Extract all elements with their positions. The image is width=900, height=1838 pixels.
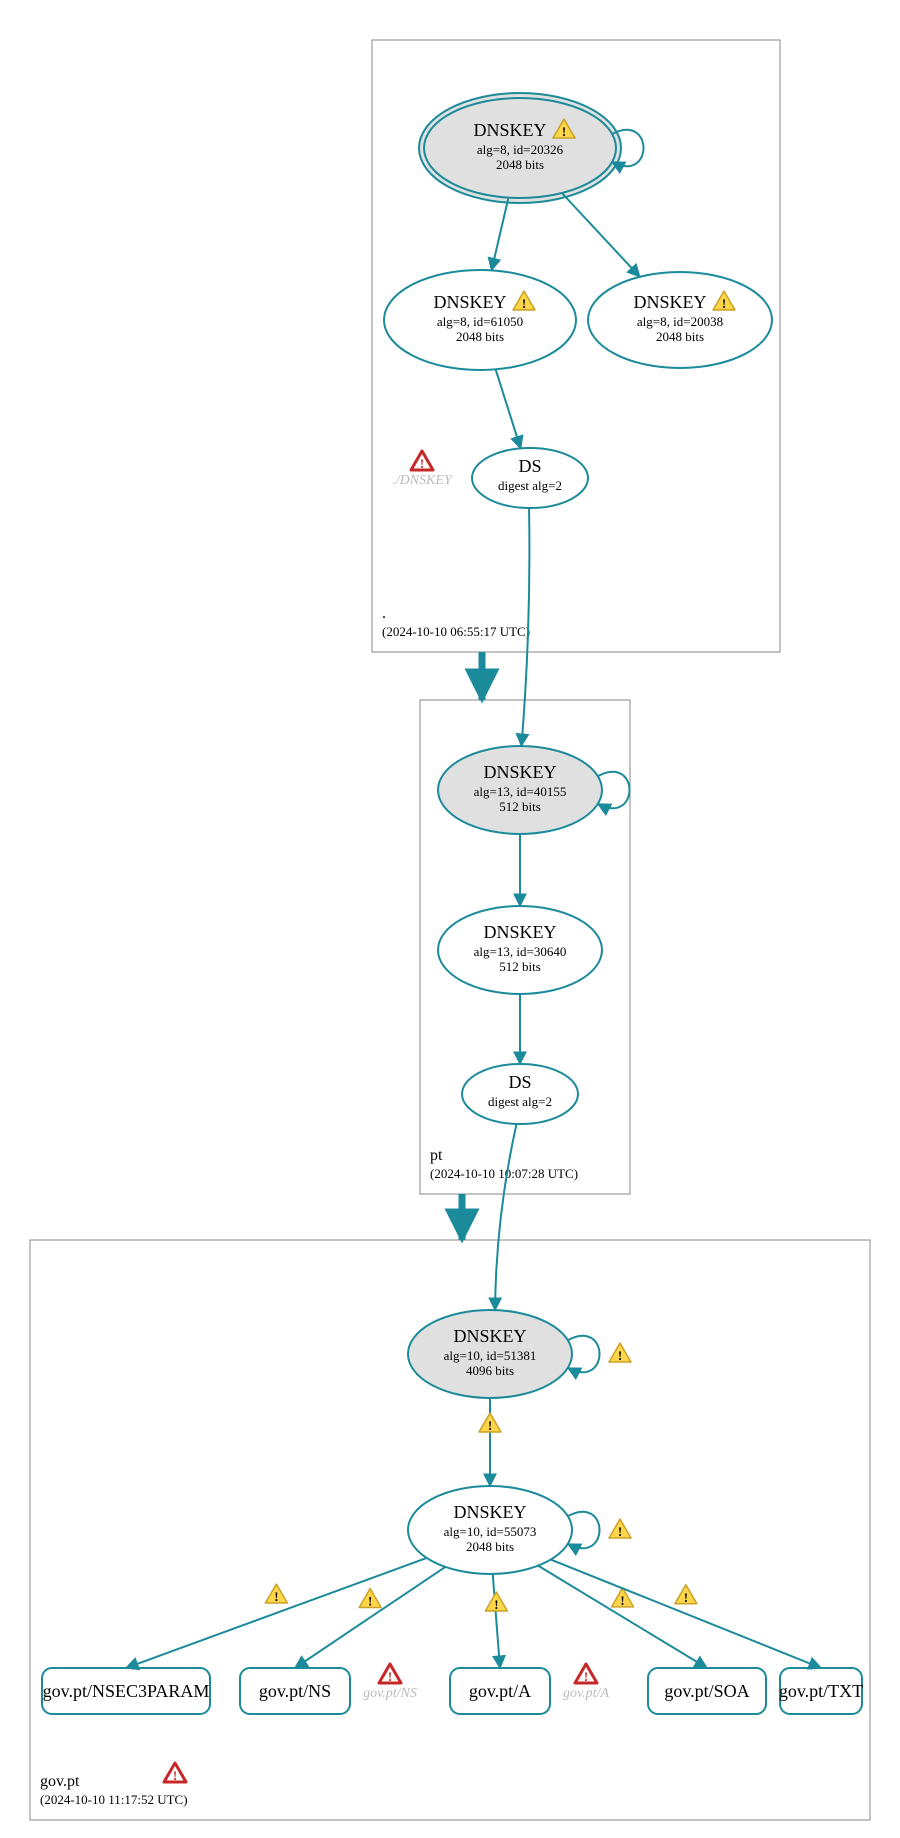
ghost-node: !	[164, 1763, 186, 1783]
svg-text:!: !	[368, 1593, 372, 1608]
node-pt_ds: DS digest alg=2	[462, 1064, 578, 1124]
svg-text:DNSKEY: DNSKEY	[483, 762, 556, 782]
rrset-rr_txt: gov.pt/TXT	[779, 1668, 863, 1714]
svg-text:alg=10, id=55073: alg=10, id=55073	[444, 1524, 537, 1539]
node-root_ksk: DNSKEY! alg=8, id=203262048 bits	[419, 93, 644, 203]
error-icon: !	[575, 1664, 597, 1684]
ghost-node: ! gov.pt/NS	[363, 1664, 417, 1701]
svg-text:!: !	[562, 124, 566, 139]
warning-icon: !	[485, 1592, 507, 1612]
error-icon: !	[379, 1664, 401, 1684]
svg-text:4096 bits: 4096 bits	[466, 1363, 514, 1378]
svg-text:gov.pt/SOA: gov.pt/SOA	[664, 1681, 749, 1701]
node-pt_zsk: DNSKEY alg=13, id=30640512 bits	[438, 906, 602, 994]
warning-icon: !	[675, 1585, 697, 1605]
svg-text:gov.pt/NSEC3PARAM: gov.pt/NSEC3PARAM	[43, 1681, 210, 1701]
svg-text:!: !	[420, 456, 424, 471]
svg-text:!: !	[620, 1593, 624, 1608]
ghost-node: ! ./DNSKEY	[392, 451, 454, 488]
svg-text:512 bits: 512 bits	[499, 959, 541, 974]
svg-text:alg=10, id=51381: alg=10, id=51381	[444, 1348, 537, 1363]
node-root_zsk1: DNSKEY! alg=8, id=610502048 bits	[384, 270, 576, 370]
svg-text:DNSKEY: DNSKEY	[453, 1502, 526, 1522]
svg-text:2048 bits: 2048 bits	[466, 1539, 514, 1554]
svg-text:gov.pt/A: gov.pt/A	[469, 1681, 531, 1701]
edge	[538, 1566, 707, 1668]
svg-text:!: !	[684, 1590, 688, 1605]
ghost-node: ! gov.pt/A	[563, 1664, 609, 1701]
svg-text:pt: pt	[430, 1147, 443, 1164]
warning-icon: !	[609, 1519, 631, 1539]
node-root_ds: DS digest alg=2	[472, 448, 588, 508]
edge	[295, 1567, 445, 1668]
svg-text:alg=13, id=30640: alg=13, id=30640	[474, 944, 567, 959]
edge	[126, 1558, 427, 1668]
svg-text:alg=8, id=20038: alg=8, id=20038	[637, 314, 723, 329]
warning-icon: !	[359, 1588, 381, 1608]
svg-text:gov.pt/NS: gov.pt/NS	[259, 1681, 331, 1701]
node-gov_ksk: DNSKEY alg=10, id=513814096 bits!	[408, 1310, 631, 1398]
edge	[562, 193, 640, 277]
svg-text:.: .	[382, 605, 386, 622]
svg-text:!: !	[584, 1669, 588, 1684]
svg-text:gov.pt/A: gov.pt/A	[563, 1686, 609, 1701]
svg-text:alg=13, id=40155: alg=13, id=40155	[474, 784, 567, 799]
node-root_zsk2: DNSKEY! alg=8, id=200382048 bits	[588, 272, 772, 368]
rrset-rr_soa: gov.pt/SOA	[648, 1668, 766, 1714]
svg-text:DNSKEY: DNSKEY	[633, 292, 706, 312]
svg-text:(2024-10-10 06:55:17 UTC): (2024-10-10 06:55:17 UTC)	[382, 624, 530, 639]
svg-text:digest alg=2: digest alg=2	[498, 478, 562, 493]
svg-text:alg=8, id=61050: alg=8, id=61050	[437, 314, 523, 329]
svg-text:(2024-10-10 10:07:28 UTC): (2024-10-10 10:07:28 UTC)	[430, 1166, 578, 1181]
svg-text:DS: DS	[508, 1072, 531, 1092]
svg-text:!: !	[722, 296, 726, 311]
node-pt_ksk: DNSKEY alg=13, id=40155512 bits	[438, 746, 630, 834]
svg-text:!: !	[173, 1768, 177, 1783]
svg-text:gov.pt/NS: gov.pt/NS	[363, 1686, 417, 1701]
svg-text:!: !	[388, 1669, 392, 1684]
svg-text:alg=8, id=20326: alg=8, id=20326	[477, 142, 564, 157]
rrset-rr_a: gov.pt/A	[450, 1668, 550, 1714]
node-gov_zsk: DNSKEY alg=10, id=550732048 bits!	[408, 1486, 631, 1574]
svg-text:(2024-10-10 11:17:52 UTC): (2024-10-10 11:17:52 UTC)	[40, 1792, 188, 1807]
svg-text:2048 bits: 2048 bits	[456, 329, 504, 344]
svg-text:!: !	[494, 1597, 498, 1612]
svg-text:DS: DS	[518, 456, 541, 476]
error-icon: !	[164, 1763, 186, 1783]
svg-text:DNSKEY: DNSKEY	[433, 292, 506, 312]
rrset-rr_ns: gov.pt/NS	[240, 1668, 350, 1714]
edge	[496, 369, 521, 448]
svg-text:2048 bits: 2048 bits	[496, 157, 544, 172]
warning-icon: !	[265, 1584, 287, 1604]
svg-text:gov.pt: gov.pt	[40, 1773, 80, 1790]
edge	[493, 1574, 500, 1668]
warning-icon: !	[479, 1413, 501, 1433]
svg-text:./DNSKEY: ./DNSKEY	[392, 473, 454, 488]
svg-text:DNSKEY: DNSKEY	[483, 922, 556, 942]
svg-text:!: !	[488, 1418, 492, 1433]
svg-text:DNSKEY: DNSKEY	[453, 1326, 526, 1346]
svg-text:!: !	[522, 296, 526, 311]
edge	[492, 198, 509, 271]
svg-text:!: !	[274, 1589, 278, 1604]
svg-text:!: !	[618, 1524, 622, 1539]
svg-text:512 bits: 512 bits	[499, 799, 541, 814]
edge	[551, 1560, 821, 1668]
svg-text:digest alg=2: digest alg=2	[488, 1094, 552, 1109]
svg-text:DNSKEY: DNSKEY	[473, 120, 546, 140]
error-icon: !	[411, 451, 433, 471]
svg-text:2048 bits: 2048 bits	[656, 329, 704, 344]
edge	[495, 1124, 516, 1310]
rrset-rr_nsec3: gov.pt/NSEC3PARAM	[42, 1668, 210, 1714]
warning-icon: !	[609, 1343, 631, 1363]
svg-text:!: !	[618, 1348, 622, 1363]
svg-text:gov.pt/TXT: gov.pt/TXT	[779, 1681, 863, 1701]
